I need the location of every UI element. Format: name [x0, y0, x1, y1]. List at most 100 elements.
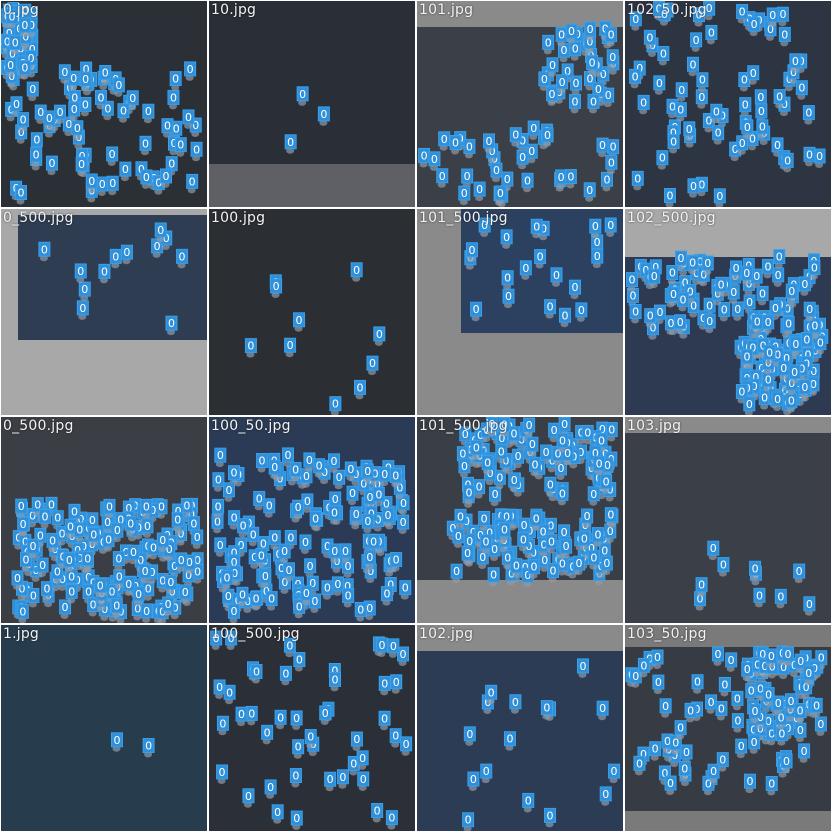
object-blob	[28, 521, 37, 528]
detection-box: 0	[674, 102, 687, 122]
object-blob	[293, 752, 302, 759]
detection-box: 0	[259, 568, 272, 588]
class-label: 0	[287, 531, 294, 544]
class-label: 0	[303, 470, 310, 483]
detection-box: 0	[461, 168, 474, 189]
class-label: 0	[598, 434, 605, 447]
detection-box: 0	[785, 393, 798, 413]
class-label: 0	[463, 515, 470, 528]
detection-box-frame	[731, 301, 744, 317]
detection-box: 0	[293, 312, 306, 332]
detection-box-frame	[461, 545, 474, 561]
class-label: 0	[608, 29, 615, 42]
class-label: 0	[759, 648, 766, 661]
detection-box-frame	[454, 508, 467, 524]
detection-box-frame	[558, 307, 571, 323]
class-label: 0	[342, 545, 349, 558]
detection-box-frame	[652, 674, 665, 690]
detection-box-frame	[329, 396, 342, 412]
detection-box-frame	[237, 518, 250, 534]
object-blob	[166, 588, 175, 595]
object-blob	[585, 35, 594, 42]
class-label: 0	[258, 549, 265, 562]
detections-overlay: 0000000000000000000000000000000000000000…	[211, 447, 412, 623]
detection-box: 0	[705, 24, 718, 45]
background-region	[625, 625, 831, 647]
detection-box-frame	[350, 262, 363, 278]
detection-box: 0	[605, 422, 618, 442]
detection-box: 0	[389, 728, 402, 748]
object-blob	[551, 280, 560, 287]
detection-box: 0	[385, 810, 398, 830]
detection-box: 0	[102, 532, 115, 552]
detection-box-frame	[169, 71, 182, 87]
class-label: 0	[142, 565, 149, 578]
class-label: 0	[690, 299, 697, 312]
class-label: 0	[266, 500, 273, 513]
detection-box: 0	[106, 175, 119, 196]
object-blob	[164, 555, 173, 562]
class-label: 0	[559, 558, 566, 571]
class-label: 0	[54, 566, 61, 579]
detection-box-frame	[675, 82, 688, 98]
detection-box-frame	[25, 50, 38, 66]
class-label: 0	[698, 91, 705, 104]
detection-box: 0	[775, 726, 788, 746]
detection-box: 0	[473, 479, 486, 499]
detection-box: 0	[98, 263, 111, 284]
detection-box: 0	[810, 697, 823, 718]
detection-box-frame	[385, 810, 398, 826]
class-label: 0	[489, 145, 496, 158]
class-label: 0	[138, 163, 145, 176]
class-label: 0	[746, 775, 753, 788]
class-label: 0	[520, 533, 527, 546]
class-label: 0	[316, 460, 323, 473]
detection-box-frame	[304, 729, 317, 745]
detection-box: 0	[164, 574, 177, 595]
detection-box: 0	[707, 540, 720, 561]
detection-box: 0	[691, 674, 704, 694]
detection-box-frame	[78, 281, 91, 297]
detection-box: 0	[808, 260, 821, 280]
detection-box: 0	[39, 508, 52, 529]
class-label: 0	[547, 809, 554, 822]
detection-box: 0	[155, 499, 168, 519]
class-label: 0	[506, 733, 513, 746]
detection-box: 0	[674, 250, 687, 271]
class-label: 0	[706, 315, 713, 328]
class-label: 0	[393, 676, 400, 689]
detection-box: 0	[317, 106, 330, 126]
detection-box-frame	[293, 598, 306, 614]
detection-box-frame	[736, 4, 749, 20]
class-label: 0	[312, 512, 319, 525]
class-label: 0	[182, 586, 189, 599]
detection-box-frame	[808, 260, 821, 276]
detection-box-frame	[397, 495, 410, 511]
class-label: 0	[677, 252, 684, 265]
detection-box-frame	[141, 518, 154, 534]
class-label: 0	[544, 129, 551, 142]
detection-box: 0	[678, 761, 691, 781]
detection-box-frame	[292, 499, 305, 515]
detection-box-frame	[558, 417, 571, 432]
class-label: 0	[687, 286, 694, 299]
detection-box: 0	[5, 8, 18, 29]
detection-box: 0	[667, 286, 680, 306]
detection-box: 0	[674, 314, 687, 334]
detection-box-frame	[34, 527, 47, 543]
detection-box-frame	[306, 575, 319, 591]
detection-box-frame	[637, 94, 650, 110]
class-label: 0	[788, 395, 795, 408]
detection-box-frame	[313, 458, 326, 474]
class-label: 0	[767, 23, 774, 36]
detection-box-frame	[633, 755, 646, 771]
detection-box-frame	[500, 229, 513, 245]
detection-box: 0	[265, 591, 278, 611]
detection-box-frame	[596, 137, 609, 153]
detection-box-frame	[771, 391, 784, 407]
object-blob	[606, 520, 615, 527]
